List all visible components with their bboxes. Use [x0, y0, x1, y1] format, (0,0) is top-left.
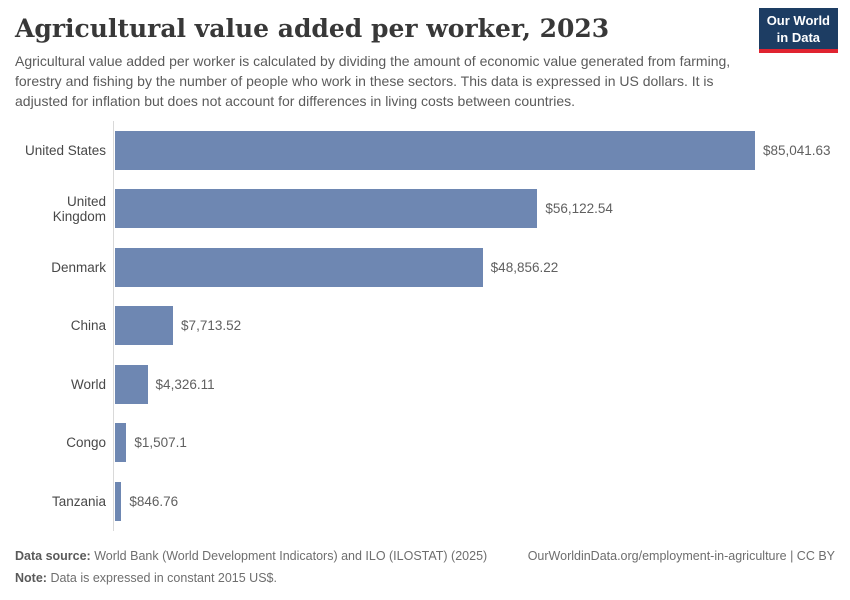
data-source: Data source: World Bank (World Developme… — [15, 548, 487, 565]
bar-row-denmark: Denmark $48,856.22 — [15, 238, 835, 297]
bar-row-united-kingdom: United Kingdom $56,122.54 — [15, 180, 835, 239]
bar-tanzania — [115, 481, 122, 521]
bar-united-states — [115, 130, 755, 170]
category-label-denmark: Denmark — [51, 259, 106, 275]
chart-subtitle: Agricultural value added per worker is c… — [15, 53, 731, 110]
bar-row-tanzania: Tanzania $846.76 — [15, 472, 835, 531]
chart-footer: Data source: World Bank (World Developme… — [15, 548, 835, 587]
value-label-united-kingdom: $56,122.54 — [545, 201, 613, 217]
category-label-china: China — [70, 318, 106, 334]
category-label-united-kingdom: United Kingdom — [52, 193, 106, 224]
data-source-text: World Bank (World Development Indicators… — [94, 549, 488, 564]
footer-note-row: Note: Data is expressed in constant 2015… — [15, 570, 835, 587]
bar-chart: United States $85,041.63 United Kingdom … — [15, 121, 835, 532]
owid-logo: Our World in Data — [758, 8, 838, 54]
owid-logo-line1: Our World — [766, 13, 830, 28]
value-label-tanzania: $846.76 — [129, 493, 179, 509]
attribution-link: OurWorldinData.org/employment-in-agricul… — [527, 549, 835, 564]
footer-source-row: Data source: World Bank (World Developme… — [15, 548, 835, 565]
value-label-world: $4,326.11 — [155, 376, 215, 392]
category-label-united-states: United States — [24, 142, 106, 158]
bar-united-kingdom — [115, 189, 538, 229]
category-label-tanzania: Tanzania — [51, 493, 106, 509]
value-label-united-states: $85,041.63 — [763, 142, 831, 158]
category-label-world: World — [70, 376, 106, 392]
bar-denmark — [115, 247, 483, 287]
bar-row-china: China $7,713.52 — [15, 297, 835, 356]
bar-congo — [115, 423, 127, 463]
owid-logo-line2: in Data — [776, 29, 821, 45]
value-label-china: $7,713.52 — [181, 318, 242, 334]
bar-world — [115, 364, 148, 404]
bar-row-congo: Congo $1,507.1 — [15, 414, 835, 473]
note-text: Data is expressed in constant 2015 US$. — [50, 570, 277, 585]
bar-row-united-states: United States $85,041.63 — [15, 121, 835, 180]
bar-row-world: World $4,326.11 — [15, 355, 835, 414]
data-source-label: Data source: — [15, 549, 91, 564]
category-label-congo: Congo — [66, 435, 106, 451]
page-title: Agricultural value added per worker, 202… — [15, 14, 610, 43]
note-label: Note: — [15, 570, 47, 585]
bar-china — [115, 306, 174, 346]
y-axis-line — [113, 121, 114, 532]
value-label-denmark: $48,856.22 — [490, 259, 559, 275]
value-label-congo: $1,507.1 — [134, 435, 187, 451]
